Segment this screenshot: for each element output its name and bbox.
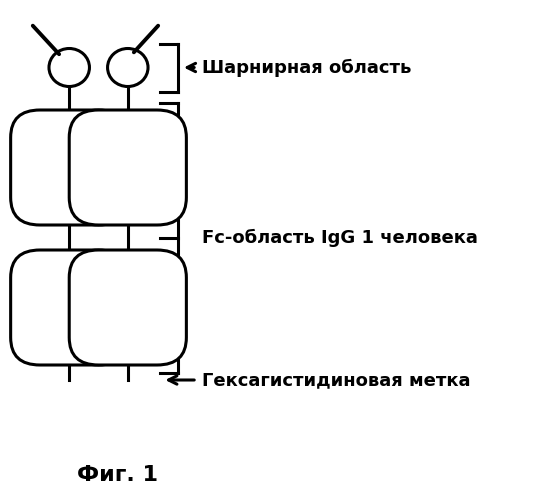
FancyBboxPatch shape	[11, 250, 128, 365]
Text: Фиг. 1: Фиг. 1	[76, 465, 158, 485]
Text: Fc-область IgG 1 человека: Fc-область IgG 1 человека	[203, 228, 478, 246]
FancyBboxPatch shape	[11, 110, 128, 225]
FancyBboxPatch shape	[69, 250, 186, 365]
Text: Гексагистидиновая метка: Гексагистидиновая метка	[203, 371, 471, 389]
Circle shape	[108, 48, 148, 86]
Circle shape	[49, 48, 90, 86]
FancyBboxPatch shape	[69, 110, 186, 225]
Text: Шарнирная область: Шарнирная область	[203, 58, 412, 76]
